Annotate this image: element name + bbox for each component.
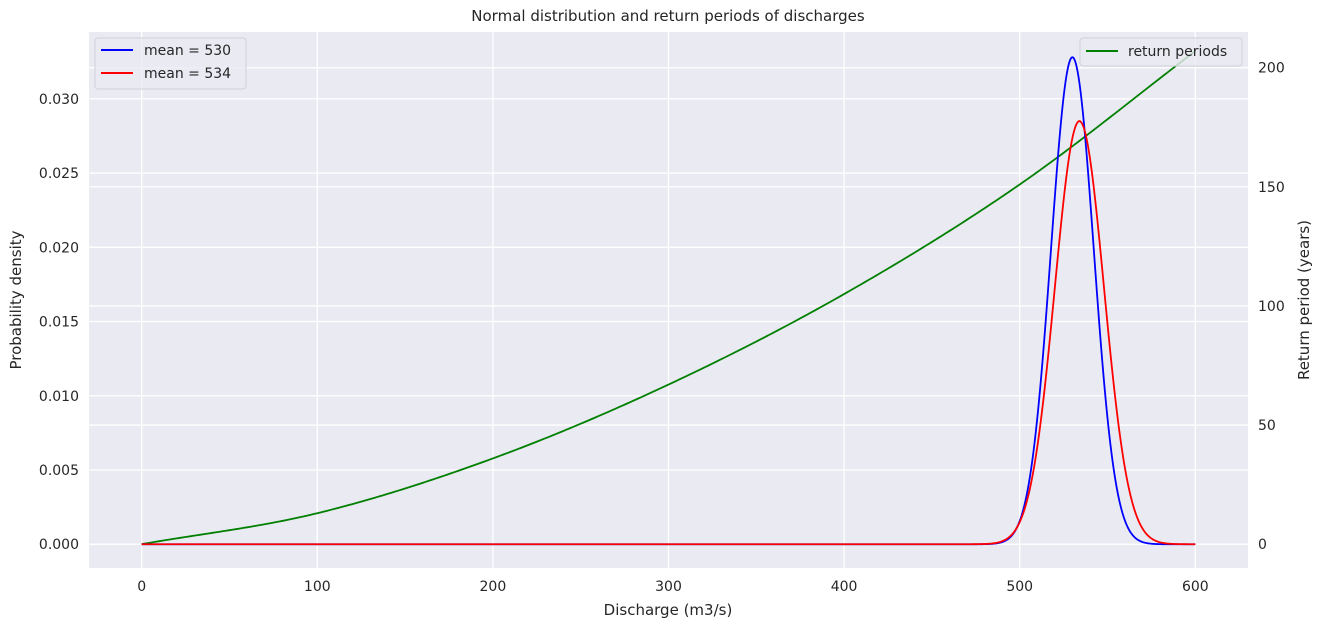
legend-left: mean = 530 mean = 534 bbox=[94, 37, 247, 90]
y-right-tick-label: 200 bbox=[1258, 61, 1285, 77]
tick-layer: 0 100 200 300 400 500 6000.0000.0050.0100.0150… bbox=[39, 61, 1285, 595]
x-tick-label: 400 bbox=[831, 579, 858, 595]
chart-title: Normal distribution and return periods o… bbox=[471, 7, 865, 25]
legend-right-frame bbox=[1079, 37, 1243, 67]
y-left-tick-label: 0.010 bbox=[39, 389, 79, 405]
series-line-return-periods bbox=[141, 50, 1196, 546]
x-tick-label: 500 bbox=[1006, 579, 1033, 595]
y-axis-left-label: Probability density bbox=[7, 230, 25, 369]
y-right-tick-label: 150 bbox=[1258, 180, 1285, 196]
y-right-tick-label: 0 bbox=[1258, 537, 1267, 553]
legend-label-return-periods: return periods bbox=[1128, 44, 1227, 60]
series-layer bbox=[141, 50, 1196, 546]
y-left-tick-label: 0.005 bbox=[39, 463, 79, 479]
y-left-tick-label: 0.030 bbox=[39, 92, 79, 108]
x-axis-label: Discharge (m3/s) bbox=[604, 601, 733, 619]
y-left-tick-label: 0.015 bbox=[39, 315, 79, 331]
y-right-tick-label: 50 bbox=[1258, 418, 1276, 434]
y-axis-right-label: Return period (years) bbox=[1295, 220, 1313, 380]
legend-right: return periods bbox=[1079, 37, 1243, 67]
legend-label-mean-530: mean = 530 bbox=[144, 43, 231, 59]
y-left-tick-label: 0.025 bbox=[39, 166, 79, 182]
y-left-tick-label: 0.000 bbox=[39, 537, 79, 553]
x-tick-label: 300 bbox=[655, 579, 682, 595]
x-tick-label: 200 bbox=[480, 579, 507, 595]
y-left-tick-label: 0.020 bbox=[39, 240, 79, 256]
series-line-mean-534 bbox=[141, 120, 1196, 546]
legend-label-mean-534: mean = 534 bbox=[144, 66, 231, 82]
y-right-tick-label: 100 bbox=[1258, 299, 1285, 315]
x-tick-label: 100 bbox=[304, 579, 331, 595]
x-tick-label: 600 bbox=[1182, 579, 1209, 595]
x-tick-label: 0 bbox=[137, 579, 146, 595]
